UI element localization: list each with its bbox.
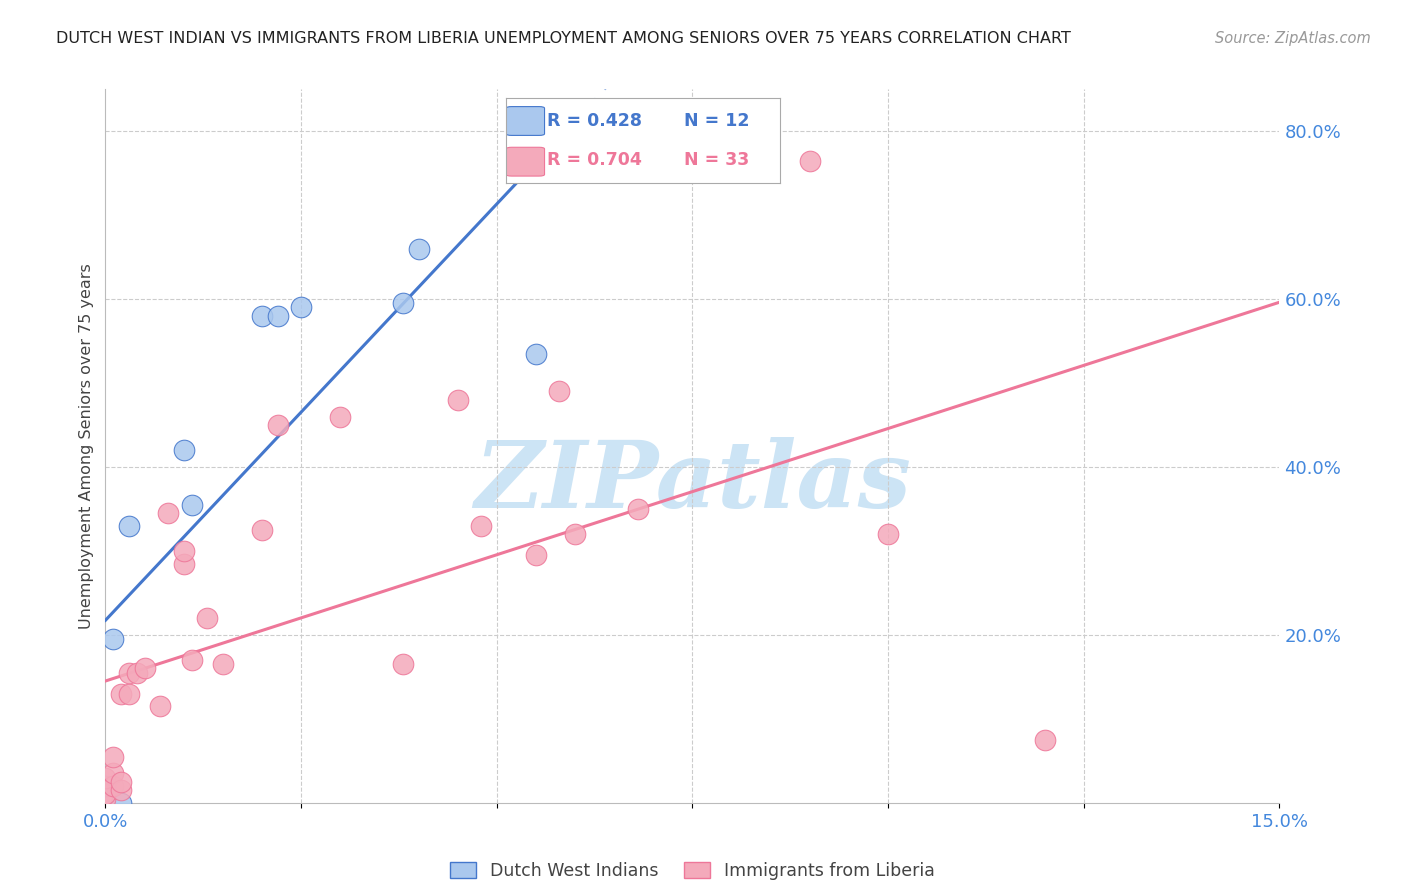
Point xyxy=(173,544,195,558)
Point xyxy=(103,779,125,793)
Point xyxy=(266,309,288,323)
Point xyxy=(118,518,141,533)
Point xyxy=(1033,732,1056,747)
Point xyxy=(250,523,273,537)
Text: Source: ZipAtlas.com: Source: ZipAtlas.com xyxy=(1215,31,1371,46)
Point xyxy=(125,665,148,680)
Point xyxy=(94,771,117,785)
Point xyxy=(110,774,132,789)
Point xyxy=(94,791,117,805)
Point xyxy=(524,548,547,562)
Point xyxy=(134,661,156,675)
Point xyxy=(799,153,821,168)
Point xyxy=(149,699,172,714)
Point xyxy=(157,506,180,520)
Point xyxy=(103,766,125,780)
Point xyxy=(329,409,352,424)
Point xyxy=(266,417,288,432)
Point xyxy=(118,665,141,680)
Point xyxy=(470,518,492,533)
Point xyxy=(94,788,117,802)
Point xyxy=(211,657,233,672)
Point xyxy=(524,346,547,360)
Point xyxy=(250,309,273,323)
Point xyxy=(392,296,415,310)
Point xyxy=(627,502,650,516)
Text: R = 0.428: R = 0.428 xyxy=(547,112,643,130)
Point xyxy=(290,301,312,315)
Text: ZIPatlas: ZIPatlas xyxy=(474,437,911,526)
FancyBboxPatch shape xyxy=(506,147,544,176)
Text: N = 12: N = 12 xyxy=(685,112,749,130)
Text: R = 0.704: R = 0.704 xyxy=(547,151,643,169)
Y-axis label: Unemployment Among Seniors over 75 years: Unemployment Among Seniors over 75 years xyxy=(79,263,94,629)
Point xyxy=(408,242,430,256)
FancyBboxPatch shape xyxy=(506,107,544,136)
Point xyxy=(392,657,415,672)
Point xyxy=(110,687,132,701)
Text: DUTCH WEST INDIAN VS IMMIGRANTS FROM LIBERIA UNEMPLOYMENT AMONG SENIORS OVER 75 : DUTCH WEST INDIAN VS IMMIGRANTS FROM LIB… xyxy=(56,31,1071,46)
Text: N = 33: N = 33 xyxy=(685,151,749,169)
Point xyxy=(110,796,132,810)
Point xyxy=(195,611,218,625)
Point xyxy=(118,687,141,701)
Point xyxy=(446,392,468,407)
Point xyxy=(564,527,586,541)
Point xyxy=(180,498,202,512)
Point xyxy=(548,384,571,399)
Point xyxy=(180,653,202,667)
Point xyxy=(103,632,125,646)
Point xyxy=(103,749,125,764)
Legend: Dutch West Indians, Immigrants from Liberia: Dutch West Indians, Immigrants from Libe… xyxy=(443,855,942,887)
Point xyxy=(94,779,117,793)
Point xyxy=(110,783,132,797)
Point xyxy=(173,557,195,571)
Point xyxy=(173,443,195,458)
Point xyxy=(877,527,900,541)
